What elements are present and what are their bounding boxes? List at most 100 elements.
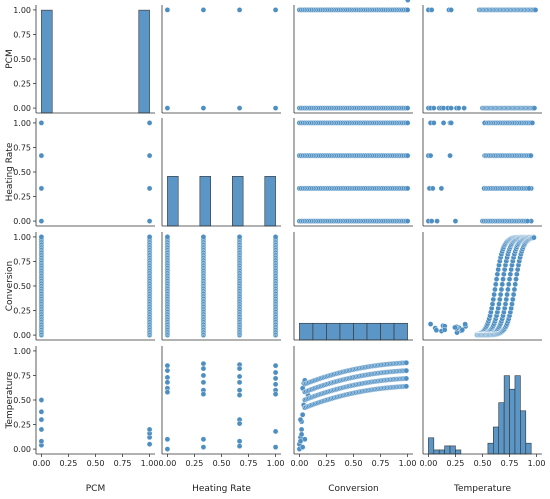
data-point (200, 444, 207, 450)
x-tick-label: 0.75 (501, 459, 519, 468)
data-point (146, 185, 153, 192)
data-point (404, 218, 411, 224)
histogram-bar (41, 9, 53, 114)
y-tick-label: 0.00 (13, 104, 31, 113)
histogram-bar (509, 388, 516, 455)
panel-temperature-vs-heating-rate: 0.00 0.25 0.50 0.75 1.00 (159, 346, 285, 468)
data-point (438, 185, 445, 192)
panel-conversion-vs-pcm: 0.00 0.25 0.50 0.75 1.00 (13, 232, 155, 341)
data-point (503, 296, 510, 303)
data-point (499, 281, 506, 288)
data-point (236, 234, 243, 240)
data-point (236, 387, 243, 393)
data-point (431, 120, 437, 126)
data-point (529, 120, 536, 126)
data-point (492, 286, 498, 293)
data-point (461, 105, 467, 111)
data-point (493, 276, 500, 282)
data-point (428, 218, 435, 224)
histogram-bar (428, 437, 435, 455)
data-point (146, 152, 153, 159)
panel-heating-rate-vs-temperature (422, 118, 542, 227)
x-tick-label: 0.00 (420, 459, 438, 468)
y-tick-label: 1.00 (13, 347, 31, 356)
data-point (164, 7, 171, 13)
data-point (272, 7, 279, 13)
data-point (272, 375, 279, 382)
panel-pcm-vs-conversion (293, 5, 413, 114)
x-tick-label: 1.00 (267, 459, 285, 468)
histogram-bar (138, 9, 150, 114)
data-point (272, 391, 279, 397)
data-point (404, 152, 411, 159)
data-point (38, 234, 45, 240)
data-point (405, 0, 411, 3)
data-point (513, 276, 519, 282)
x-tick-label: 0.75 (240, 459, 258, 468)
x-tick-label: 1.00 (528, 459, 546, 468)
data-point (434, 218, 440, 224)
data-point (272, 234, 279, 240)
x-tick-label: 0.50 (345, 459, 363, 468)
data-point (427, 152, 434, 159)
data-point (440, 120, 447, 126)
panel-heating-rate-vs-pcm: 0.00 0.25 0.50 0.75 1.00 (13, 118, 155, 227)
data-point (531, 234, 537, 241)
data-point (200, 436, 207, 443)
x-axis-label: PCM (86, 484, 105, 494)
data-point (297, 438, 304, 445)
x-tick-label: 0.25 (318, 459, 336, 468)
y-tick-label: 0.25 (13, 421, 31, 430)
data-point (200, 360, 207, 367)
panel-conversion-vs-temperature (422, 232, 542, 341)
data-point (514, 271, 520, 278)
histogram-bar (438, 449, 445, 455)
y-tick-label: 0.00 (13, 217, 31, 226)
histogram-bar (433, 449, 440, 455)
data-point (459, 327, 466, 333)
y-tick-label: 0.75 (13, 257, 31, 266)
data-point (236, 443, 243, 449)
x-tick-label: 0.50 (213, 459, 231, 468)
data-point (200, 391, 207, 397)
histogram-bar (366, 322, 381, 341)
data-point (511, 286, 518, 293)
data-point (164, 446, 171, 452)
data-point (403, 367, 410, 374)
data-point (494, 271, 501, 278)
data-point (491, 291, 497, 298)
data-point (497, 296, 503, 303)
data-point (448, 120, 454, 126)
data-point (164, 367, 171, 374)
data-point (299, 444, 306, 450)
data-point (509, 301, 515, 307)
data-point (164, 389, 171, 395)
panel-conversion-vs-heating-rate (161, 232, 281, 341)
data-point (509, 296, 516, 303)
panel-heating-rate-vs-heating-rate (161, 118, 281, 227)
histogram-bar (514, 375, 521, 455)
histogram-bar (525, 442, 532, 455)
histogram-bar (503, 375, 510, 455)
data-point (200, 7, 207, 13)
y-tick-label: 0.50 (13, 55, 31, 64)
histogram-bar (380, 322, 395, 341)
data-point (504, 291, 510, 298)
data-point (236, 438, 243, 445)
data-point (498, 286, 505, 293)
data-point (200, 365, 207, 372)
panel-pcm-vs-pcm: 0.00 0.25 0.50 0.75 1.00 (13, 5, 155, 114)
data-point (455, 105, 462, 111)
y-axis-label: PCM (5, 49, 15, 68)
data-point (298, 426, 305, 433)
data-point (164, 362, 171, 369)
histogram-bar (393, 322, 408, 341)
data-point (38, 397, 45, 403)
data-point (527, 152, 534, 159)
y-tick-label: 1.00 (13, 233, 31, 242)
histogram-bar (520, 410, 527, 455)
x-tick-label: 0.50 (474, 459, 492, 468)
data-point (505, 286, 511, 293)
data-point (146, 441, 153, 447)
